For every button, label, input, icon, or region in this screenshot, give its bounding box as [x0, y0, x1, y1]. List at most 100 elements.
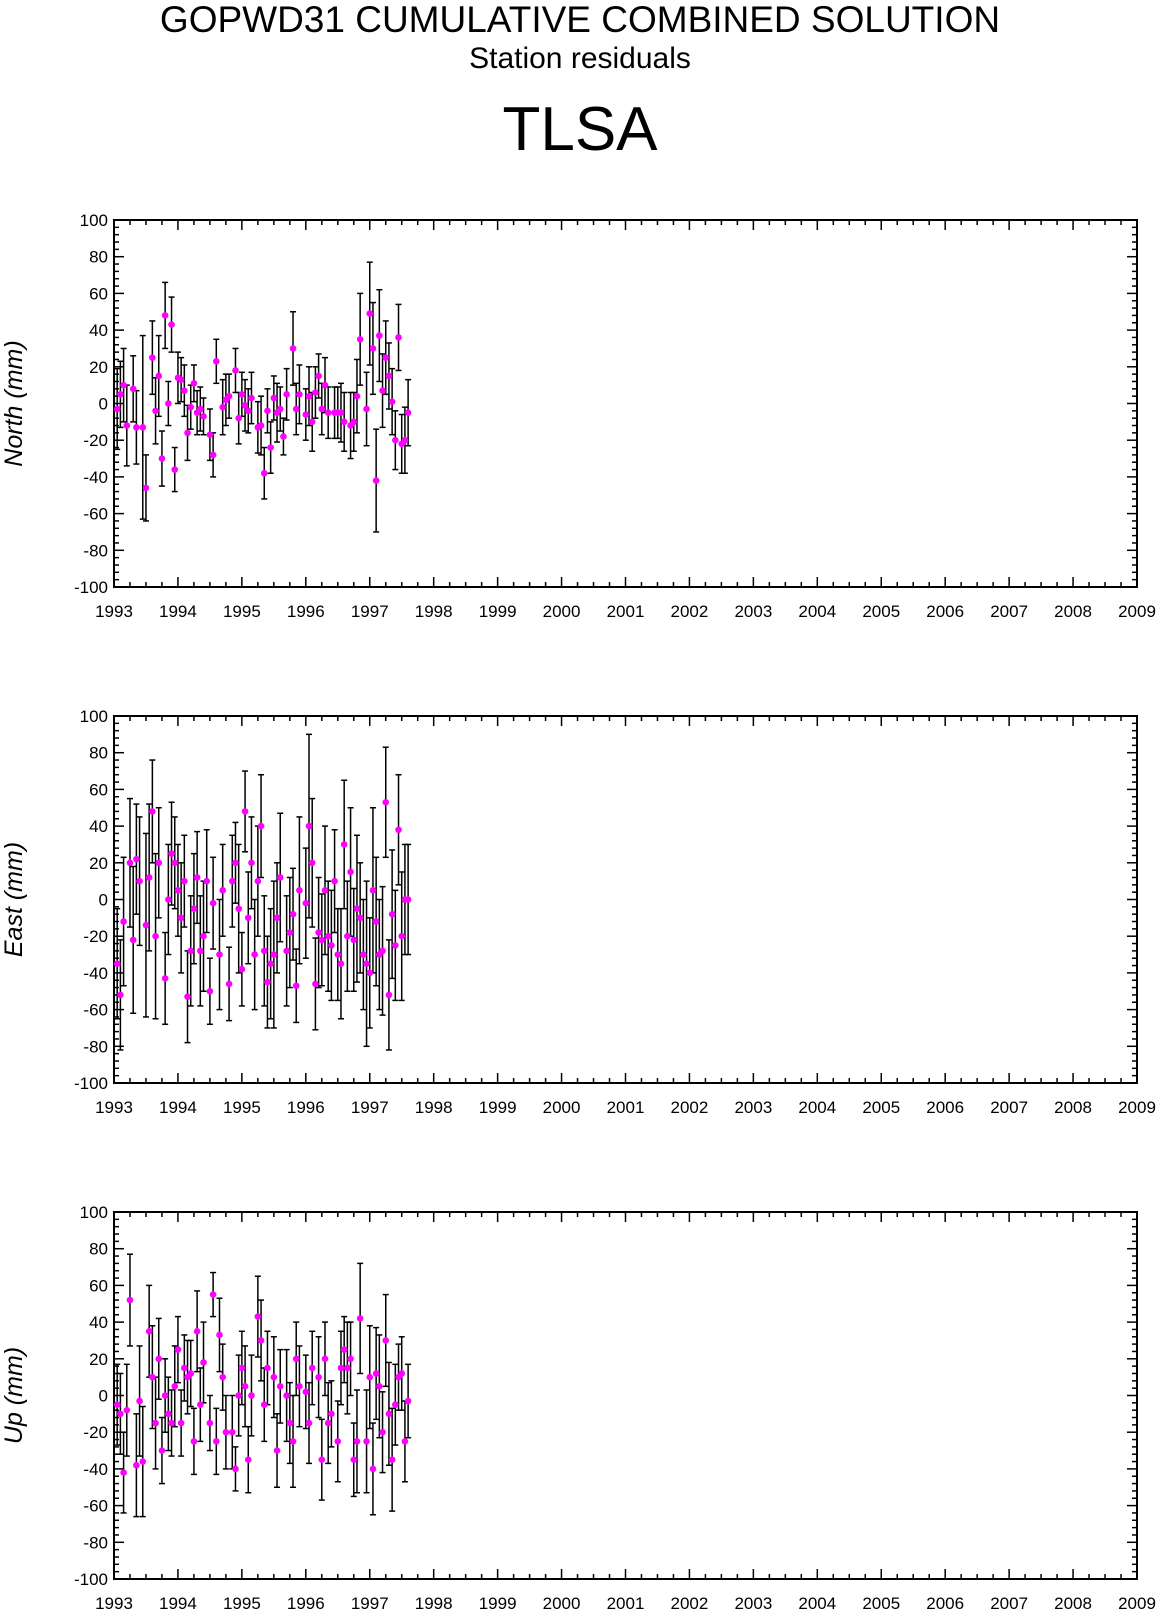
east-data-point	[133, 855, 140, 863]
up-data-point	[372, 1370, 380, 1377]
up-y-tick-label: -100	[74, 1570, 108, 1589]
east-data-point	[324, 932, 332, 940]
east-x-tick-label: 1993	[95, 1098, 133, 1117]
up-data-point	[117, 1410, 124, 1418]
north-data-point	[382, 354, 390, 361]
up-data-point	[385, 1410, 393, 1418]
up-x-tick-label: 2004	[798, 1594, 836, 1613]
east-data-point	[382, 798, 390, 806]
east-data-point	[395, 826, 402, 834]
north-y-tick-label: -40	[83, 468, 108, 487]
east-data-point	[136, 877, 143, 885]
north-x-tick-label: 1994	[159, 602, 197, 621]
up-data-point	[152, 1419, 159, 1427]
east-data-point	[312, 980, 319, 988]
east-data-point	[308, 859, 316, 867]
up-y-tick-label: -40	[83, 1460, 108, 1479]
up-data-point	[244, 1456, 252, 1464]
east-data-point	[334, 951, 342, 958]
east-data-point	[257, 822, 265, 830]
up-data-point	[209, 1291, 217, 1298]
up-data-point	[123, 1406, 131, 1414]
east-data-point	[331, 877, 338, 885]
north-data-point	[385, 372, 393, 380]
east-data-point	[292, 982, 300, 990]
up-data-point	[398, 1370, 406, 1377]
up-x-tick-label: 1995	[223, 1594, 261, 1613]
north-data-point	[181, 387, 188, 394]
east-y-tick-label: 100	[80, 707, 108, 726]
up-data-point	[369, 1465, 377, 1473]
north-data-point	[296, 391, 303, 398]
up-data-point	[181, 1364, 188, 1372]
east-data-point	[165, 896, 172, 903]
up-x-tick-label: 2008	[1054, 1594, 1092, 1613]
up-x-tick-label: 2006	[926, 1594, 964, 1613]
east-data-point	[388, 910, 396, 918]
north-data-point	[248, 394, 255, 402]
east-x-tick-label: 1999	[479, 1098, 517, 1117]
up-data-point	[213, 1438, 220, 1445]
east-data-point	[337, 960, 345, 968]
up-data-point	[216, 1331, 223, 1339]
north-data-point	[244, 407, 252, 415]
north-y-axis-label: North (mm)	[0, 340, 28, 466]
up-data-point	[347, 1355, 354, 1363]
up-x-tick-label: 1998	[415, 1594, 453, 1613]
north-x-tick-label: 2006	[926, 602, 964, 621]
east-data-point	[254, 877, 262, 885]
north-y-tick-label: -60	[83, 505, 108, 524]
north-data-point	[165, 400, 172, 407]
east-data-point	[184, 993, 191, 1001]
east-data-point	[366, 969, 374, 977]
east-data-point	[385, 991, 393, 999]
north-data-point	[152, 407, 159, 415]
east-x-tick-label: 1997	[351, 1098, 389, 1117]
north-data-point	[241, 402, 249, 409]
up-y-tick-label: 80	[89, 1240, 108, 1259]
up-data-point	[286, 1419, 294, 1427]
north-y-tick-label: 40	[89, 321, 108, 340]
east-x-tick-label: 1994	[159, 1098, 197, 1117]
north-data-point	[356, 335, 364, 343]
east-data-point	[155, 859, 163, 867]
north-data-point	[142, 484, 150, 492]
north-data-point	[340, 418, 348, 426]
east-data-point	[347, 868, 354, 876]
east-data-point	[328, 942, 335, 949]
east-y-tick-label: -60	[83, 1001, 108, 1020]
north-data-point	[372, 477, 380, 484]
up-data-point	[289, 1438, 297, 1445]
east-data-point	[353, 905, 361, 912]
north-data-point	[257, 422, 265, 429]
east-data-point	[232, 859, 239, 867]
north-data-point	[318, 405, 326, 413]
north-x-tick-label: 1995	[223, 602, 261, 621]
up-data-point	[197, 1401, 204, 1408]
north-x-tick-label: 1997	[351, 602, 389, 621]
north-x-tick-label: 2003	[734, 602, 772, 621]
east-y-tick-label: 80	[89, 744, 108, 763]
up-data-point	[260, 1401, 268, 1408]
north-x-tick-label: 2008	[1054, 602, 1092, 621]
east-x-tick-label: 2008	[1054, 1098, 1092, 1117]
up-data-point	[270, 1373, 278, 1381]
north-data-point	[395, 334, 402, 341]
up-x-tick-label: 1996	[287, 1594, 325, 1613]
east-data-point	[286, 929, 294, 936]
up-y-tick-label: -60	[83, 1497, 108, 1516]
north-data-point	[312, 389, 319, 396]
east-data-point	[200, 932, 207, 940]
up-data-point	[392, 1401, 399, 1408]
east-x-tick-label: 1998	[415, 1098, 453, 1117]
north-data-point	[129, 385, 137, 393]
north-data-point	[225, 392, 233, 400]
up-data-point	[174, 1346, 182, 1353]
up-data-point	[113, 1401, 121, 1408]
up-data-point	[324, 1419, 332, 1427]
north-data-point	[235, 414, 242, 422]
north-data-point	[289, 345, 297, 352]
up-y-tick-label: 60	[89, 1276, 108, 1295]
up-x-tick-label: 1993	[95, 1594, 133, 1613]
north-x-tick-label: 2001	[607, 602, 645, 621]
